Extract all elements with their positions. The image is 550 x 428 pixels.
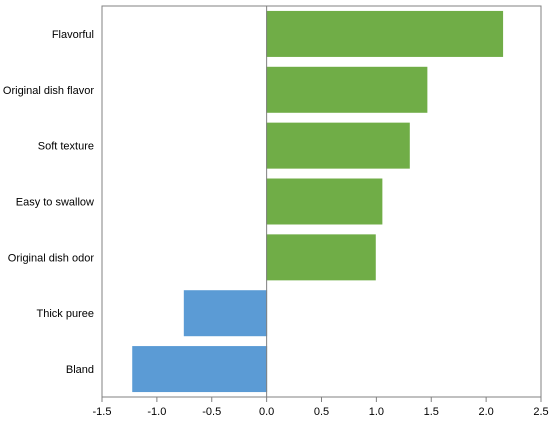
- x-tick-label: -1.5: [93, 406, 112, 418]
- x-tick-label: 2.0: [478, 406, 493, 418]
- bar-original-dish-odor: [266, 234, 376, 281]
- x-tick-label: 1.0: [369, 406, 384, 418]
- bar-soft-texture: [266, 122, 410, 169]
- category-label-easy-to-swallow: Easy to swallow: [16, 197, 94, 209]
- category-label-flavorful: Flavorful: [52, 29, 94, 41]
- x-tick-label: -0.5: [202, 406, 221, 418]
- category-label-original-dish-flavor: Original dish flavor: [3, 85, 94, 97]
- bar-original-dish-flavor: [266, 66, 428, 113]
- category-label-soft-texture: Soft texture: [38, 141, 94, 153]
- x-tick-label: 0.5: [314, 406, 329, 418]
- bar-bland: [132, 346, 268, 393]
- bars-layer: [132, 10, 504, 393]
- x-tick-label: 0.0: [259, 406, 274, 418]
- category-label-thick-puree: Thick puree: [37, 308, 94, 320]
- bar-easy-to-swallow: [266, 178, 383, 225]
- x-tick-label: 2.5: [533, 406, 548, 418]
- bar-thick-puree: [183, 290, 268, 337]
- x-tick-label: 1.5: [424, 406, 439, 418]
- category-label-bland: Bland: [66, 364, 94, 376]
- x-tick-label: -1.0: [147, 406, 166, 418]
- axes-layer: -1.5 -1.0 -0.5 0.0 0.5 1.0 1.5 2.0 2.5: [93, 6, 549, 418]
- category-label-original-dish-odor: Original dish odor: [8, 252, 95, 264]
- bar-flavorful: [266, 10, 504, 57]
- labels-layer: Flavorful Original dish flavor Soft textur…: [3, 29, 94, 376]
